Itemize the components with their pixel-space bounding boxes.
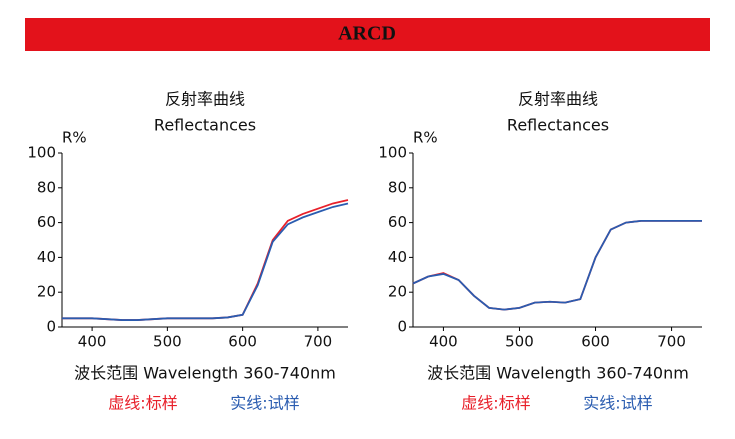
y-axis-label: R%	[62, 129, 87, 147]
legend-entry: 实线:试样	[583, 394, 652, 413]
data-line	[412, 219, 702, 311]
y-tick-label: 20	[37, 283, 56, 301]
y-tick-label: 100	[378, 144, 407, 162]
banner-title: ARCD	[338, 23, 396, 45]
x-tick-label: 500	[153, 333, 182, 351]
x-tick-label: 500	[505, 333, 534, 351]
x-tick-label: 600	[581, 333, 610, 351]
x-tick-label: 700	[657, 333, 686, 351]
data-line	[412, 219, 702, 311]
banner	[25, 18, 710, 51]
y-tick-label: 40	[37, 248, 56, 266]
x-tick-label: 700	[304, 333, 333, 351]
legend-entry: 虚线:标样	[108, 394, 177, 413]
chart-subtitle: Reflectances	[507, 116, 609, 135]
x-tick-label: 400	[429, 333, 458, 351]
x-tick-label: 600	[228, 333, 257, 351]
x-axis-label: 波长范围 Wavelength 360-740nm	[427, 364, 689, 383]
y-tick-label: 60	[388, 213, 407, 231]
chart-title: 反射率曲线	[165, 90, 245, 109]
x-tick-label: 400	[78, 333, 107, 351]
y-axis-label: R%	[413, 129, 438, 147]
y-tick-label: 80	[388, 178, 407, 196]
data-line	[62, 199, 349, 321]
y-tick-label: 80	[37, 178, 56, 196]
y-tick-label: 20	[388, 283, 407, 301]
legend-entry: 虚线:标样	[461, 394, 530, 413]
chart-title: 反射率曲线	[518, 90, 598, 109]
y-tick-label: 0	[46, 318, 56, 336]
y-tick-label: 100	[27, 144, 56, 162]
legend-entry: 实线:试样	[230, 394, 299, 413]
y-tick-label: 60	[37, 213, 56, 231]
chart-subtitle: Reflectances	[154, 116, 256, 135]
y-tick-label: 0	[397, 318, 407, 336]
data-line	[62, 202, 349, 321]
y-tick-label: 40	[388, 248, 407, 266]
x-axis-label: 波长范围 Wavelength 360-740nm	[74, 364, 336, 383]
